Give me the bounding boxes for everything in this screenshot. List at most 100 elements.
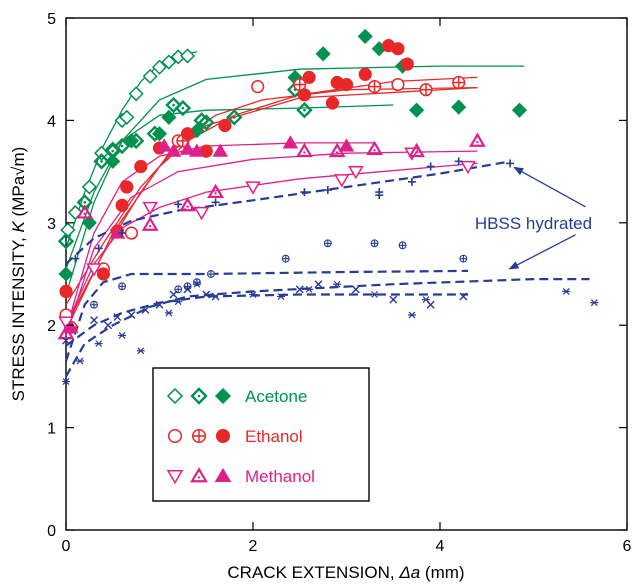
data-point [218,118,232,133]
data-point [141,216,159,231]
data-point [90,300,99,309]
data-point [174,200,183,209]
data-point [590,299,599,307]
data-point [389,295,398,304]
x-tick-label: 6 [623,538,632,555]
data-point [277,293,286,300]
data-point [426,162,435,171]
data-point [113,137,131,155]
y-tick-label: 0 [47,523,56,540]
fit-curve-hbss [65,293,469,347]
annotation-arrow [513,166,586,208]
data-point [408,142,426,158]
data-point [421,296,430,304]
data-point [305,285,314,293]
data-point [367,80,382,94]
data-point [295,285,304,294]
data-point [105,153,121,169]
legend-row-ethanol: Ethanol [167,427,303,446]
data-point [124,226,139,240]
data-point [179,141,196,155]
data-point [62,319,79,333]
data-point [314,280,323,289]
data-point [134,159,148,174]
data-point [189,143,205,157]
data-point [562,287,571,295]
x-tick-label: 4 [436,538,445,555]
data-point [128,86,144,102]
data-point [179,197,196,212]
data-points [57,28,599,385]
data-point [323,186,332,195]
data-point [214,387,232,405]
data-point [323,239,332,248]
data-point [358,67,372,81]
data-point [119,109,135,125]
data-point [156,138,172,152]
data-point [118,282,127,291]
data-point [161,54,177,70]
data-point [315,46,331,62]
y-tick-label: 2 [47,318,56,335]
data-point [165,96,182,114]
data-point [300,188,309,197]
data-point [206,270,215,278]
data-point [151,126,168,142]
annotation-label: HBSS hydrated [475,214,592,233]
x-tick-label: 2 [249,538,258,555]
data-point [215,428,231,444]
legend-box [152,367,370,502]
data-point [179,48,196,64]
data-point [174,298,183,306]
data-point [104,321,113,330]
legend: Acetone Ethanol Methanol [152,367,370,502]
data-point [207,183,225,199]
y-tick-label: 1 [47,421,56,438]
fit-curve-hbss [65,278,590,377]
data-point [136,347,145,355]
data-point [58,266,74,282]
data-point [60,222,76,238]
data-point [142,201,158,216]
fit-curve-hbss [65,160,511,265]
data-point [166,387,184,405]
data-point [94,340,103,348]
data-point [214,467,232,482]
data-point [76,194,93,211]
data-point [297,88,312,102]
annotation-arrow [508,234,576,270]
data-point [118,332,127,339]
data-point [151,59,168,75]
data-point [351,285,360,294]
data-point [506,159,515,168]
y-tick-label: 4 [47,113,56,130]
data-point [249,291,257,298]
data-point [366,140,383,156]
data-point [468,132,486,147]
data-point [183,285,192,294]
fit-curve-methanol [65,150,478,336]
data-point [127,310,136,319]
data-point [302,70,316,84]
fit-curve-hbss [64,269,469,362]
data-point [460,160,476,175]
data-point [211,198,220,207]
y-tick-label: 3 [47,216,56,233]
data-point [169,290,178,299]
data-point [62,336,70,345]
data-point [338,138,355,152]
legend-label: Acetone [245,387,307,406]
data-point [251,80,265,94]
data-point [62,378,70,385]
data-point [339,77,354,92]
data-point [293,77,307,92]
data-point [76,204,94,219]
data-point [454,157,463,166]
data-point [193,206,210,221]
data-point [370,291,379,298]
data-point [407,177,416,186]
data-point [93,153,110,170]
data-point [192,280,201,288]
y-axis-label: STRESS INTENSITY, K (MPa√m) [9,147,28,402]
